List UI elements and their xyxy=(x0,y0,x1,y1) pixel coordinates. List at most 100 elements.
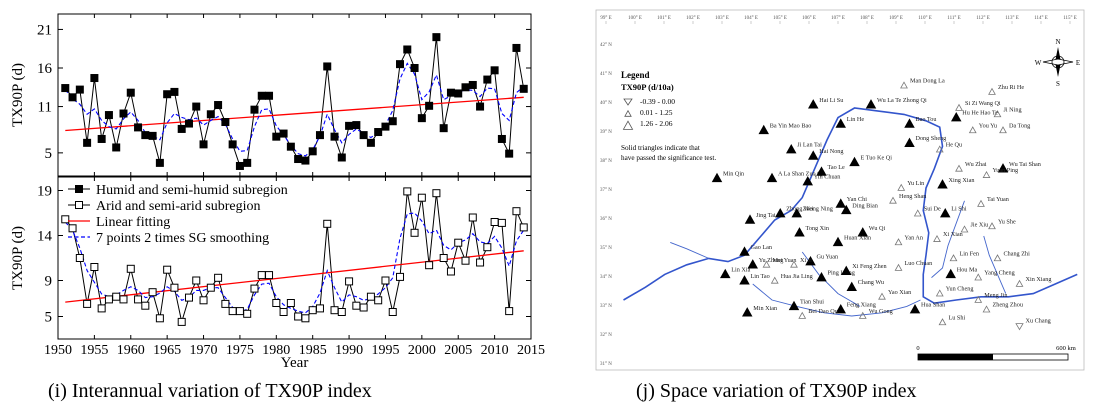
data-point-open xyxy=(477,259,484,266)
station-label: Min Xian xyxy=(753,305,777,312)
data-point-filled xyxy=(200,141,207,148)
map-lon-label: 103° E xyxy=(715,16,729,21)
data-point-filled xyxy=(469,81,476,88)
station-label: Hai Nong xyxy=(819,148,843,155)
data-point-open xyxy=(113,293,120,300)
data-point-filled xyxy=(462,84,469,91)
chart-upper-panel: 5111621TX90P (d) xyxy=(10,14,531,176)
map-lon-label: 106° E xyxy=(802,16,816,21)
data-point-filled xyxy=(411,65,418,72)
data-point-open xyxy=(164,266,171,273)
data-point-filled xyxy=(375,129,382,136)
data-point-open xyxy=(506,308,513,315)
compass-e-label: E xyxy=(1076,59,1080,67)
data-point-filled xyxy=(113,144,120,151)
station-label: Man Dong La xyxy=(910,78,945,85)
data-point-open xyxy=(360,304,367,311)
station-label: Jie Xiu xyxy=(971,222,989,229)
data-point-open xyxy=(498,219,505,226)
data-point-open xyxy=(244,310,251,317)
station-label: Hua Shan xyxy=(921,302,945,309)
data-point-open xyxy=(295,313,302,320)
data-point-filled xyxy=(251,106,258,113)
data-point-open xyxy=(62,216,69,223)
station-label: Lin Xia xyxy=(731,266,750,273)
station-label: Yin Chuan xyxy=(814,174,841,181)
data-point-filled xyxy=(295,156,302,163)
data-point-filled xyxy=(127,89,134,96)
data-point-open xyxy=(338,309,345,316)
map-lat-label: 32° N xyxy=(600,333,612,338)
data-point-filled xyxy=(84,139,91,146)
data-point-open xyxy=(316,305,323,312)
data-point-open xyxy=(69,225,76,232)
y-tick-label: 5 xyxy=(45,146,53,162)
data-point-filled xyxy=(273,133,280,140)
station-label: Chang Wu xyxy=(858,279,884,286)
x-tick-label: 1965 xyxy=(153,343,181,358)
data-point-open xyxy=(513,208,520,215)
map-legend-class: 0.01 - 1.25 xyxy=(640,108,673,117)
map-lat-label: 31° N xyxy=(600,362,612,367)
data-point-open xyxy=(207,284,214,291)
station-label: E Tuo Ke Qi xyxy=(861,154,893,161)
series-trend-line xyxy=(65,97,523,130)
data-point-filled xyxy=(477,103,484,110)
x-tick-label: 1970 xyxy=(190,343,218,358)
data-point-filled xyxy=(302,157,309,164)
y-tick-label: 11 xyxy=(38,100,52,116)
data-point-open xyxy=(331,307,338,314)
data-point-open xyxy=(266,272,273,279)
station-label: Si Zi Wang Qi xyxy=(965,100,1001,107)
data-point-filled xyxy=(142,132,149,139)
data-point-open xyxy=(236,308,243,315)
data-point-filled xyxy=(185,120,192,127)
map-legend-note: Solid triangles indicate that xyxy=(621,144,700,152)
data-point-open xyxy=(426,262,433,269)
data-point-filled xyxy=(105,112,112,119)
station-label: Chang Zhi xyxy=(1004,250,1031,257)
chart-lower-panel: 5 9 14 19 1950 1955 1960 1965 1970 1975 1980 1985 19… xyxy=(10,177,545,371)
data-point-filled xyxy=(447,89,454,96)
legend-label: Arid and semi-arid subregion xyxy=(96,199,260,214)
data-point-open xyxy=(127,265,134,272)
station-label: Lin Tao xyxy=(751,273,770,280)
data-point-filled xyxy=(149,132,156,139)
data-point-filled xyxy=(98,135,105,142)
station-label: Ba Yin Mao Bao xyxy=(770,122,812,129)
data-point-filled xyxy=(171,88,178,95)
data-point-filled xyxy=(120,110,127,117)
station-label: Da Tong xyxy=(1009,122,1030,129)
x-tick-label: 1990 xyxy=(335,343,363,358)
station-label: Hai Li Su xyxy=(819,97,843,104)
station-label: Yun Cheng xyxy=(946,286,974,293)
data-point-filled xyxy=(62,85,69,92)
station-label: Heng Shan xyxy=(899,193,926,200)
data-point-open xyxy=(404,188,411,195)
station-label: He Qu xyxy=(946,142,962,149)
data-point-open xyxy=(142,302,149,309)
x-tick-label: 1995 xyxy=(371,343,399,358)
map-lon-label: 105° E xyxy=(773,16,787,21)
data-point-open xyxy=(447,268,454,275)
map-lon-label: 102° E xyxy=(686,16,700,21)
scale-bar-end: 600 km xyxy=(1056,345,1076,352)
data-point-open xyxy=(440,255,447,262)
data-point-filled xyxy=(338,154,345,161)
data-point-open xyxy=(105,296,112,303)
station-label: Yan An xyxy=(905,234,923,241)
data-point-filled xyxy=(418,115,425,122)
data-point-open xyxy=(375,297,382,304)
plot-area xyxy=(62,34,527,170)
x-tick-label: 1975 xyxy=(226,343,254,358)
map-lat-label: 37° N xyxy=(600,188,612,193)
y-tick-label: 21 xyxy=(37,22,52,38)
data-point-open xyxy=(178,318,185,325)
data-point-open xyxy=(229,308,236,315)
data-point-open xyxy=(135,296,142,303)
station-label: Dong Sheng xyxy=(916,135,947,142)
data-point-open xyxy=(84,300,91,307)
map-lat-label: 36° N xyxy=(600,217,612,222)
station-label: You Yu xyxy=(979,122,997,129)
data-point-open xyxy=(462,257,469,264)
